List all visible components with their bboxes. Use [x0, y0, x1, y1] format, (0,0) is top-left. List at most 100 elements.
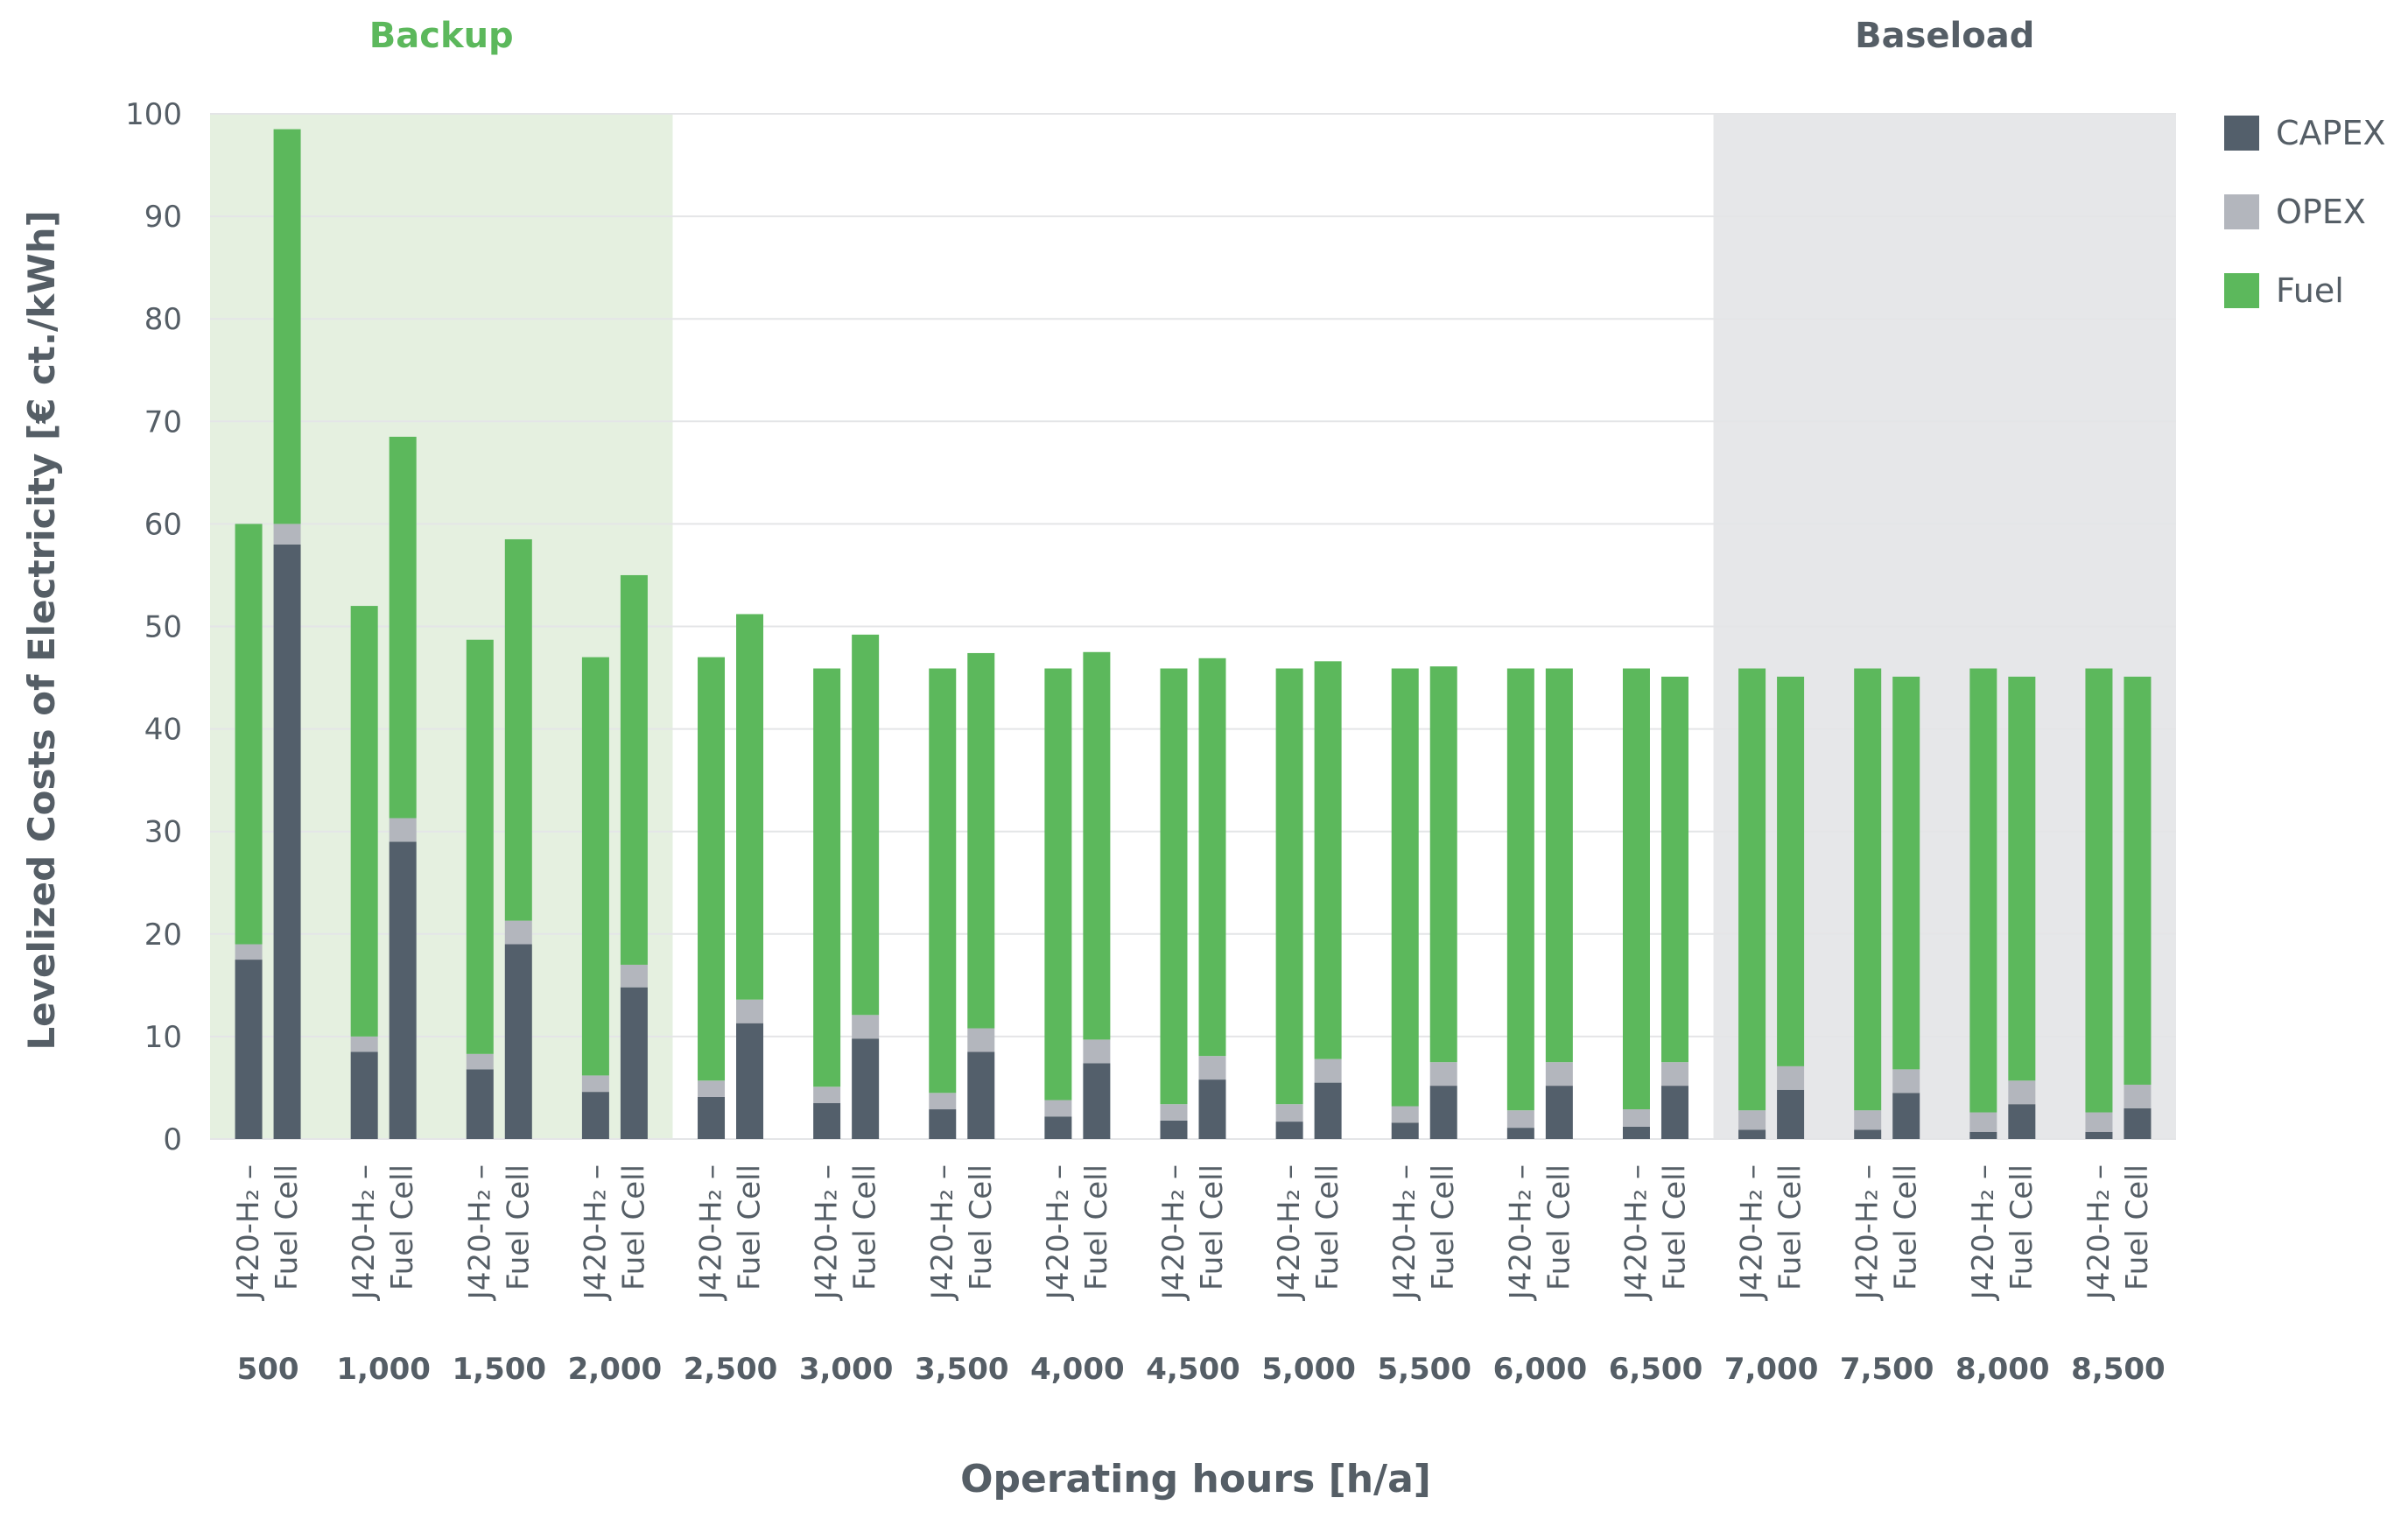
bar-opex-fuel-cell	[1198, 1056, 1226, 1080]
bar-fuel-j420	[2085, 668, 2113, 1113]
bar-opex-j420	[1160, 1104, 1188, 1121]
bar-label: J420-H₂ –	[1041, 1164, 1076, 1301]
legend: CAPEX OPEX Fuel	[2224, 114, 2386, 310]
bar-opex-fuel-cell	[389, 818, 417, 842]
x-axis-title: Operating hours [h/a]	[960, 1457, 1431, 1501]
bar-fuel-fuel-cell	[389, 436, 417, 819]
bar-opex-j420	[1854, 1110, 1882, 1130]
bar-fuel-fuel-cell	[967, 652, 995, 1029]
bar-opex-fuel-cell	[273, 524, 301, 545]
bar-capex-j420	[1391, 1122, 1419, 1139]
bar-opex-j420	[1044, 1100, 1072, 1117]
bar-capex-fuel-cell	[1777, 1089, 1805, 1139]
bar-capex-fuel-cell	[1892, 1093, 1920, 1139]
bar-capex-fuel-cell	[1198, 1079, 1226, 1139]
y-tick-label: 100	[125, 97, 182, 132]
bar-fuel-fuel-cell	[1660, 676, 1688, 1063]
x-category-label: 4,500	[1146, 1352, 1240, 1387]
bar-capex-fuel-cell	[1660, 1086, 1688, 1139]
bar-fuel-j420	[1506, 668, 1534, 1111]
bar-opex-j420	[929, 1093, 957, 1110]
legend-swatch-fuel	[2224, 273, 2259, 308]
bar-label: J420-H₂ –	[578, 1164, 613, 1301]
x-category-label: 6,000	[1493, 1352, 1588, 1387]
bar-fuel-j420	[698, 657, 726, 1081]
bar-opex-j420	[698, 1080, 726, 1097]
legend-label-capex: CAPEX	[2276, 114, 2386, 152]
bar-fuel-fuel-cell	[2008, 676, 2036, 1081]
bar-capex-fuel-cell	[2124, 1108, 2152, 1139]
x-category-label: 500	[237, 1352, 299, 1387]
bar-opex-j420	[350, 1036, 378, 1052]
bar-label: J420-H₂ –	[347, 1164, 382, 1301]
bar-capex-j420	[1622, 1126, 1650, 1139]
bar-capex-j420	[350, 1051, 378, 1139]
bar-fuel-j420	[929, 668, 957, 1094]
bars	[235, 129, 2152, 1139]
bar-label: J420-H₂ –	[231, 1164, 266, 1301]
bar-opex-fuel-cell	[1314, 1058, 1342, 1083]
bar-opex-fuel-cell	[1083, 1039, 1111, 1064]
bar-label: Fuel Cell	[1773, 1164, 1808, 1290]
bar-label: Fuel Cell	[1079, 1164, 1114, 1290]
legend-swatch-opex	[2224, 194, 2259, 229]
bar-label: Fuel Cell	[733, 1164, 768, 1290]
bar-fuel-fuel-cell	[2124, 676, 2152, 1085]
y-tick-label: 50	[144, 610, 182, 645]
bar-label: J420-H₂ –	[925, 1164, 960, 1301]
x-category-label: 1,000	[336, 1352, 431, 1387]
bar-capex-fuel-cell	[967, 1051, 995, 1139]
bar-capex-fuel-cell	[1314, 1082, 1342, 1139]
bar-capex-j420	[1854, 1129, 1882, 1139]
y-tick-label: 40	[144, 713, 182, 748]
y-tick-label: 60	[144, 507, 182, 542]
y-tick-label: 70	[144, 404, 182, 440]
y-tick-label: 30	[144, 815, 182, 850]
bar-capex-fuel-cell	[852, 1038, 880, 1139]
bar-opex-fuel-cell	[620, 964, 648, 988]
bar-label: J420-H₂ –	[810, 1164, 845, 1301]
x-category-label: 8,500	[2071, 1352, 2166, 1387]
bar-fuel-j420	[1160, 668, 1188, 1105]
bar-label: Fuel Cell	[501, 1164, 536, 1290]
bar-capex-fuel-cell	[620, 987, 648, 1139]
bar-capex-j420	[466, 1069, 494, 1139]
bar-capex-fuel-cell	[273, 544, 301, 1139]
bar-opex-fuel-cell	[1660, 1062, 1688, 1087]
y-tick-label: 90	[144, 200, 182, 235]
bar-opex-fuel-cell	[2008, 1080, 2036, 1105]
x-category-label: 8,000	[1955, 1352, 2050, 1387]
bar-capex-fuel-cell	[1083, 1063, 1111, 1139]
bar-opex-j420	[2085, 1112, 2113, 1132]
bar-fuel-j420	[1044, 668, 1072, 1101]
y-tick-label: 10	[144, 1020, 182, 1055]
x-category-label: 1,500	[453, 1352, 547, 1387]
bar-capex-j420	[1969, 1131, 1997, 1139]
bar-fuel-fuel-cell	[1198, 658, 1226, 1057]
bar-opex-j420	[466, 1053, 494, 1070]
bar-capex-j420	[1506, 1128, 1534, 1139]
legend-label-fuel: Fuel	[2276, 271, 2344, 310]
y-tick-label: 80	[144, 302, 182, 337]
bar-fuel-j420	[350, 606, 378, 1037]
bar-opex-fuel-cell	[1777, 1065, 1805, 1090]
bar-label: J420-H₂ –	[1966, 1164, 2001, 1301]
bar-label: J420-H₂ –	[1156, 1164, 1191, 1301]
bar-opex-j420	[581, 1075, 609, 1093]
bar-label: Fuel Cell	[964, 1164, 999, 1290]
bar-fuel-j420	[1391, 668, 1419, 1107]
bar-capex-j420	[1044, 1116, 1072, 1139]
x-category-label: 6,500	[1609, 1352, 1703, 1387]
bar-fuel-fuel-cell	[1429, 666, 1457, 1063]
bar-label: Fuel Cell	[1195, 1164, 1230, 1290]
region-label-baseload: Baseload	[1855, 16, 2034, 56]
x-category-label: 3,000	[799, 1352, 894, 1387]
bar-label: Fuel Cell	[270, 1164, 305, 1290]
bar-label: Fuel Cell	[848, 1164, 883, 1290]
bar-label: Fuel Cell	[1889, 1164, 1924, 1290]
bar-fuel-j420	[813, 668, 841, 1087]
bar-opex-fuel-cell	[967, 1028, 995, 1052]
bar-fuel-j420	[1275, 668, 1303, 1105]
bar-opex-fuel-cell	[1892, 1069, 1920, 1094]
